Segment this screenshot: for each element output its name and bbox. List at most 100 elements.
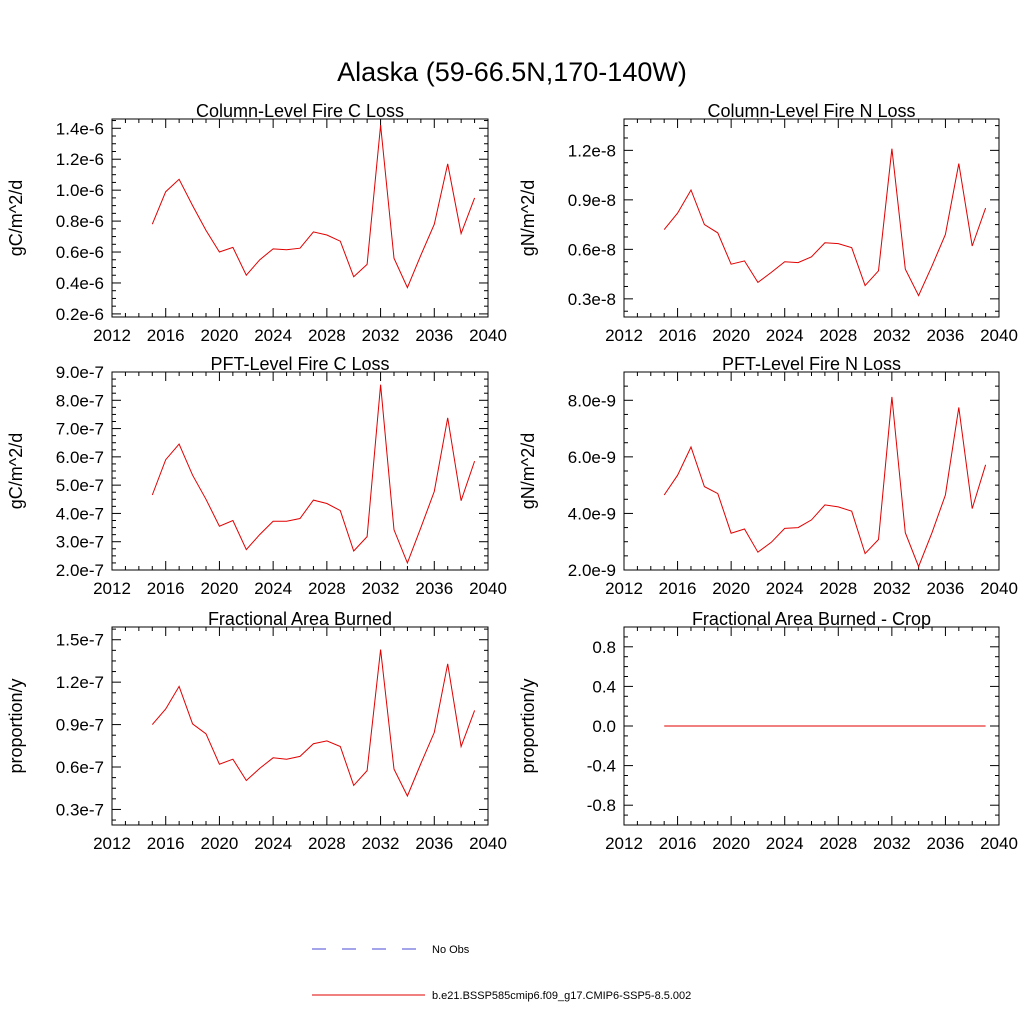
y-tick-label: 4.0e-7 — [56, 504, 104, 523]
x-tick-label: 2028 — [819, 834, 857, 853]
y-tick-label: 0.4 — [592, 677, 616, 696]
x-tick-label: 2036 — [415, 326, 453, 345]
x-tick-label: 2028 — [819, 579, 857, 598]
x-tick-label: 2028 — [308, 326, 346, 345]
chart-panel: Fractional Area Burned - Crop proportion/… — [518, 609, 1018, 853]
x-tick-label: 2036 — [927, 834, 965, 853]
x-tick-label: 2032 — [362, 834, 400, 853]
x-tick-label: 2036 — [927, 579, 965, 598]
x-tick-label: 2024 — [254, 326, 292, 345]
panel-grid: Column-Level Fire C Loss gC/m^2/d 2012 2016… — [6, 101, 1018, 853]
x-tick-label: 2020 — [201, 834, 239, 853]
y-tick-label: 0.6e-7 — [56, 758, 104, 777]
x-tick-label: 2012 — [93, 834, 131, 853]
x-tick-label: 2012 — [93, 579, 131, 598]
y-tick-label: 0.8e-6 — [56, 212, 104, 231]
y-axis-label: proportion/y — [518, 678, 538, 773]
y-tick-label: 9.0e-7 — [56, 363, 104, 382]
x-tick-label: 2024 — [254, 579, 292, 598]
y-tick-label: 0.6e-8 — [568, 240, 616, 259]
x-tick-label: 2032 — [362, 326, 400, 345]
x-tick-label: 2040 — [469, 579, 507, 598]
y-tick-label: 2.0e-7 — [56, 561, 104, 580]
x-tick-label: 2016 — [659, 579, 697, 598]
y-axis-label: proportion/y — [6, 678, 26, 773]
x-tick-label: 2032 — [873, 834, 911, 853]
x-tick-label: 2020 — [712, 834, 750, 853]
y-tick-label: -0.8 — [587, 796, 616, 815]
y-tick-label: 0.9e-8 — [568, 191, 616, 210]
plot-frame — [111, 118, 489, 318]
legend: No Obs b.e21.BSSP585cmip6.f09_g17.CMIP6-S… — [312, 944, 691, 1002]
y-tick-label: 0.0 — [592, 717, 616, 736]
y-tick-label: 5.0e-7 — [56, 476, 104, 495]
panel-title: PFT-Level Fire N Loss — [722, 354, 901, 374]
y-tick-label: 0.3e-8 — [568, 290, 616, 309]
y-axis-label: gC/m^2/d — [6, 433, 26, 509]
x-tick-label: 2024 — [766, 834, 804, 853]
x-tick-label: 2028 — [308, 834, 346, 853]
x-tick-label: 2012 — [605, 579, 643, 598]
x-tick-label: 2040 — [980, 579, 1018, 598]
y-tick-label: 0.9e-7 — [56, 716, 104, 735]
x-tick-label: 2040 — [469, 326, 507, 345]
x-tick-label: 2024 — [254, 834, 292, 853]
panel-title: Column-Level Fire C Loss — [196, 101, 404, 121]
x-tick-label: 2012 — [605, 834, 643, 853]
x-tick-label: 2036 — [415, 834, 453, 853]
plot-frame — [111, 371, 489, 571]
panel-title: Fractional Area Burned - Crop — [692, 609, 931, 629]
x-tick-label: 2016 — [659, 834, 697, 853]
x-tick-label: 2040 — [980, 326, 1018, 345]
x-tick-label: 2032 — [873, 579, 911, 598]
series-line — [151, 125, 476, 289]
panel-title: Column-Level Fire N Loss — [707, 101, 915, 121]
y-tick-label: 1.2e-8 — [568, 141, 616, 160]
y-tick-label: 1.0e-6 — [56, 181, 104, 200]
x-tick-label: 2012 — [605, 326, 643, 345]
series-line — [151, 649, 476, 798]
x-tick-label: 2036 — [415, 579, 453, 598]
figure-title: Alaska (59-66.5N,170-140W) — [337, 57, 687, 87]
x-tick-label: 2040 — [469, 834, 507, 853]
legend-label: No Obs — [432, 944, 470, 956]
x-tick-label: 2028 — [819, 326, 857, 345]
y-tick-label: 0.2e-6 — [56, 305, 104, 324]
y-tick-label: -0.4 — [587, 757, 616, 776]
series-line — [151, 384, 476, 565]
y-tick-label: 8.0e-7 — [56, 391, 104, 410]
y-axis-label: gC/m^2/d — [6, 180, 26, 256]
y-tick-label: 1.4e-6 — [56, 119, 104, 138]
series-line — [663, 148, 987, 297]
y-tick-label: 3.0e-7 — [56, 533, 104, 552]
chart-panel: PFT-Level Fire N Loss gN/m^2/d 2012 2016 202… — [518, 354, 1018, 598]
y-tick-label: 8.0e-9 — [568, 391, 616, 410]
plot-frame — [623, 118, 1000, 318]
y-tick-label: 1.2e-7 — [56, 673, 104, 692]
y-tick-label: 6.0e-7 — [56, 448, 104, 467]
plot-frame — [623, 371, 1000, 571]
chart-panel: Column-Level Fire C Loss gC/m^2/d 2012 2016… — [6, 101, 507, 345]
x-tick-label: 2020 — [712, 579, 750, 598]
y-tick-label: 0.8 — [592, 638, 616, 657]
x-tick-label: 2028 — [308, 579, 346, 598]
y-tick-label: 1.2e-6 — [56, 150, 104, 169]
y-tick-label: 0.3e-7 — [56, 800, 104, 819]
x-tick-label: 2020 — [201, 326, 239, 345]
x-tick-label: 2016 — [659, 326, 697, 345]
x-tick-label: 2016 — [147, 834, 185, 853]
y-tick-label: 4.0e-9 — [568, 504, 616, 523]
plot-frame — [111, 626, 489, 826]
x-tick-label: 2032 — [873, 326, 911, 345]
panel-title: Fractional Area Burned — [208, 609, 392, 629]
x-tick-label: 2012 — [93, 326, 131, 345]
x-tick-label: 2024 — [766, 579, 804, 598]
x-tick-label: 2024 — [766, 326, 804, 345]
y-axis-label: gN/m^2/d — [518, 180, 538, 256]
x-tick-label: 2032 — [362, 579, 400, 598]
chart-panel: Column-Level Fire N Loss gN/m^2/d 2012 2016… — [518, 101, 1018, 345]
chart-panel: Fractional Area Burned proportion/y 2012 20… — [6, 609, 507, 853]
x-tick-label: 2040 — [980, 834, 1018, 853]
panel-title: PFT-Level Fire C Loss — [210, 354, 389, 374]
y-tick-label: 7.0e-7 — [56, 420, 104, 439]
